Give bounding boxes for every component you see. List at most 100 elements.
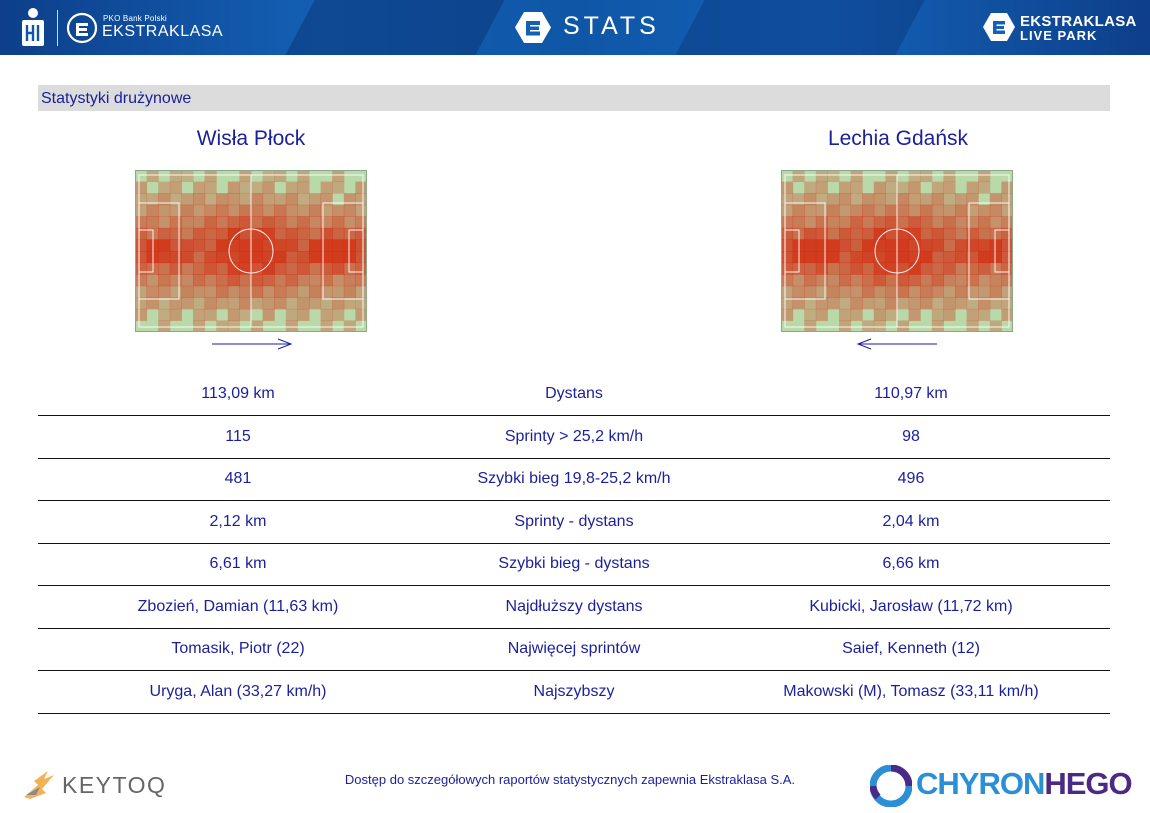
heatmap-cell [216,262,229,275]
heatmap-cell [943,193,956,206]
heatmap-cell [285,251,298,264]
stat-row-sprints: 115 Sprinty > 25,2 km/h 98 [38,416,1110,459]
heatmap-cell [781,308,794,321]
heatmap-cell [274,216,287,229]
heatmap-cell [309,193,322,206]
heatmap-cell [135,181,148,194]
heatmap-cell [262,204,275,217]
heatmap-cell [135,193,148,206]
footer-note: Dostęp do szczegółowych raportów statyst… [344,772,796,787]
ekstraklasa-e-icon [515,12,551,43]
heatmap-cell [135,297,148,310]
pko-bank-logo[interactable] [18,6,48,48]
heatmap-cell [158,320,171,332]
heatmap-cell [227,308,240,321]
heatmap-cell [989,227,1002,240]
heatmap-cell [216,320,229,332]
heatmap-cell [943,285,956,298]
heatmap-cell [931,239,944,252]
home-heatmap [135,170,367,332]
heatmap-cell [850,204,863,217]
heatmap-cell [955,262,968,275]
heatmap-cell [897,262,910,275]
heatmap-cell [792,193,805,206]
heatmap-cell [181,227,194,240]
heatmap-cell [781,297,794,310]
heatmap-cell [920,251,933,264]
stats-title: STATS [563,12,660,40]
heatmap-cell [193,308,206,321]
heatmap-cell [978,227,991,240]
heatmap-cell [309,297,322,310]
heatmap-cell [873,320,886,332]
heatmap-cell [804,216,817,229]
heatmap-cell [908,274,921,287]
heatmap-cell [320,251,333,264]
heatmap-cell [850,308,863,321]
away-value: Makowski (M), Tomasz (33,11 km/h) [783,683,1039,700]
attack-direction-left-arrow-icon [856,338,937,350]
stat-label: Najdłuższy dystans [505,598,643,615]
keytoq-logo-icon[interactable] [20,765,58,803]
heatmap-cell [262,274,275,287]
heatmap-cell [216,216,229,229]
heatmap-cell [297,181,310,194]
stat-label: Dystans [545,385,603,402]
heatmap-cell [169,170,182,183]
heatmap-cell [297,274,310,287]
chyronhego-logo-icon[interactable] [870,765,912,807]
heatmap-cell [931,204,944,217]
heatmap-cell [978,204,991,217]
heatmap-cell [169,251,182,264]
heatmap-cell [274,251,287,264]
heatmap-cell [169,193,182,206]
heatmap-cell [285,274,298,287]
heatmap-cell [850,181,863,194]
heatmap-cell [815,251,828,264]
heatmap-cell [908,204,921,217]
heatmap-cell [320,181,333,194]
heatmap-cell [989,216,1002,229]
heatmap-cell [1001,251,1013,264]
heatmap-cell [850,251,863,264]
heatmap-cell [827,227,840,240]
heatmap-cell [839,297,852,310]
keytoq-logo-text: KEYTOQ [62,772,167,798]
heatmap-cell [850,239,863,252]
heatmap-cell [955,285,968,298]
heatmap-cell [931,297,944,310]
heatmap-cell [274,274,287,287]
heatmap-cell [332,170,345,183]
stat-row-sprint-distance: 2,12 km Sprinty - dystans 2,04 km [38,501,1110,544]
heatmap-cell [966,251,979,264]
heatmap-cell [1001,181,1013,194]
home-value: Zbozień, Damian (11,63 km) [137,598,339,615]
heatmap-cell [815,193,828,206]
heatmap-cell [320,204,333,217]
heatmap-cell [297,308,310,321]
heatmap-cell [355,181,367,194]
heatmap-cell [181,262,194,275]
heatmap-cell [343,262,356,275]
heatmap-cell [897,204,910,217]
ekstraklasa-badge-icon[interactable] [66,12,98,44]
heatmap-cell [320,297,333,310]
heatmap-cell [897,181,910,194]
stat-label: Szybki bieg - dystans [498,555,650,572]
heatmap-cell [989,193,1002,206]
pitch-lines [138,174,364,328]
heatmap-cell [193,285,206,298]
heatmap-cell [873,181,886,194]
heatmap-cell [193,320,206,332]
heatmap-cell [943,251,956,264]
away-team-name: Lechia Gdańsk [827,127,969,150]
heatmap-cell [169,239,182,252]
heatmap-cell [839,193,852,206]
heatmap-cell [227,274,240,287]
heatmap-cell [158,251,171,264]
heatmap-cell [251,297,264,310]
heatmap-cell [297,262,310,275]
heatmap-cell [146,204,159,217]
heatmap-cell [943,216,956,229]
heatmap-cell [862,239,875,252]
